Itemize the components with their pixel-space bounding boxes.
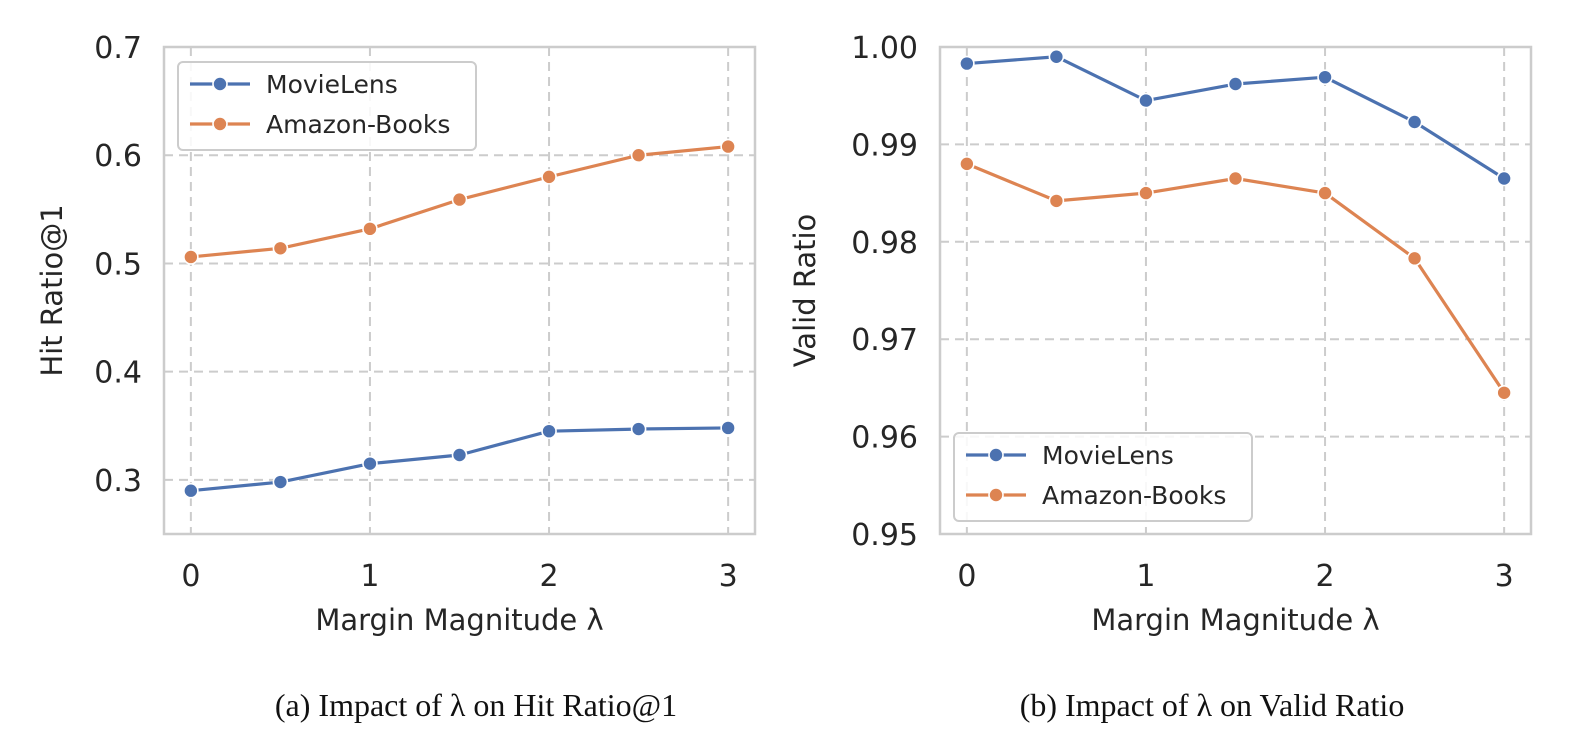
plot-frame	[162, 45, 757, 536]
data-point	[541, 169, 557, 185]
data-point	[272, 474, 289, 490]
data-point	[451, 191, 468, 208]
data-point	[1048, 48, 1065, 65]
data-point	[362, 221, 378, 237]
chart-panel-a: 0 1 2 3 0.3 0.4 0.5 0.6 0.7 Margin Magnitude λ Hit…	[35, 31, 757, 723]
legend-marker	[212, 116, 228, 132]
y-tick-label: 0.4	[94, 356, 142, 391]
y-tick-label: 0.97	[851, 323, 918, 358]
data-point	[1227, 76, 1244, 92]
series-line-amazon-books	[965, 162, 1506, 395]
chart-panel-b: 0 1 2 3 0.95 0.96 0.97 0.98 0.99 1.00 Margin Magni…	[788, 31, 1533, 723]
data-point	[541, 423, 557, 439]
y-axis-label: Hit Ratio@1	[35, 204, 69, 376]
y-axis-label: Valid Ratio	[788, 214, 822, 368]
data-point	[272, 240, 289, 257]
legend-item: Amazon-Books	[190, 110, 450, 139]
data-point	[362, 455, 378, 472]
x-tick-label: 1	[1136, 559, 1155, 594]
legend: MovieLens Amazon-Books	[177, 61, 477, 151]
x-axis-label: Margin Magnitude λ	[1091, 603, 1379, 637]
x-tick-label: 3	[1495, 559, 1514, 594]
y-tick-label: 0.96	[851, 421, 918, 456]
data-point	[183, 482, 199, 499]
legend-box	[953, 432, 1253, 522]
legend-label: Amazon-Books	[266, 110, 450, 139]
x-tick-label: 0	[957, 559, 976, 594]
legend-label: MovieLens	[266, 70, 398, 99]
data-point	[1496, 170, 1512, 187]
y-tick-label: 0.6	[94, 139, 142, 174]
y-tick-label: 0.3	[94, 464, 142, 499]
x-tick-label: 1	[360, 559, 379, 594]
legend-label: MovieLens	[1042, 441, 1174, 470]
legend-marker	[988, 487, 1004, 503]
panel-caption: (a) Impact of λ on Hit Ratio@1	[275, 687, 677, 723]
x-axis-label: Margin Magnitude λ	[315, 603, 603, 637]
x-tick-label: 2	[1315, 559, 1334, 594]
data-point	[1406, 114, 1423, 130]
data-point	[183, 249, 199, 265]
x-tick-label: 3	[719, 559, 738, 594]
data-point	[1138, 92, 1154, 109]
legend-item: MovieLens	[966, 441, 1174, 470]
y-tick-label: 0.5	[94, 247, 142, 282]
data-point	[630, 421, 647, 437]
y-tick-label: 0.7	[94, 31, 142, 66]
plot-frame	[938, 45, 1533, 536]
data-point	[1048, 193, 1065, 209]
y-tick-label: 1.00	[851, 31, 918, 66]
data-point	[1317, 69, 1333, 85]
data-point	[1406, 250, 1423, 267]
data-point	[1496, 384, 1512, 401]
legend-marker	[212, 76, 228, 92]
y-tick-label: 0.98	[851, 226, 918, 261]
data-point	[720, 138, 736, 155]
legend-label: Amazon-Books	[1042, 481, 1226, 510]
panel-caption: (b) Impact of λ on Valid Ratio	[1020, 687, 1405, 723]
data-point	[1227, 170, 1244, 187]
y-tick-label: 0.95	[851, 518, 918, 553]
data-point	[959, 55, 975, 72]
legend: MovieLens Amazon-Books	[953, 432, 1253, 522]
x-tick-label: 2	[539, 559, 558, 594]
y-tick-label: 0.99	[851, 128, 918, 163]
legend-marker	[988, 447, 1004, 463]
series-line-movielens	[965, 55, 1506, 181]
x-tick-label: 0	[181, 559, 200, 594]
data-point	[1138, 185, 1154, 201]
legend-item: MovieLens	[190, 70, 398, 99]
legend-item: Amazon-Books	[966, 481, 1226, 510]
data-point	[1317, 185, 1333, 201]
data-point	[630, 147, 647, 164]
legend-box	[177, 61, 477, 151]
data-point	[451, 447, 468, 463]
data-point	[720, 420, 736, 436]
data-point	[959, 156, 975, 172]
